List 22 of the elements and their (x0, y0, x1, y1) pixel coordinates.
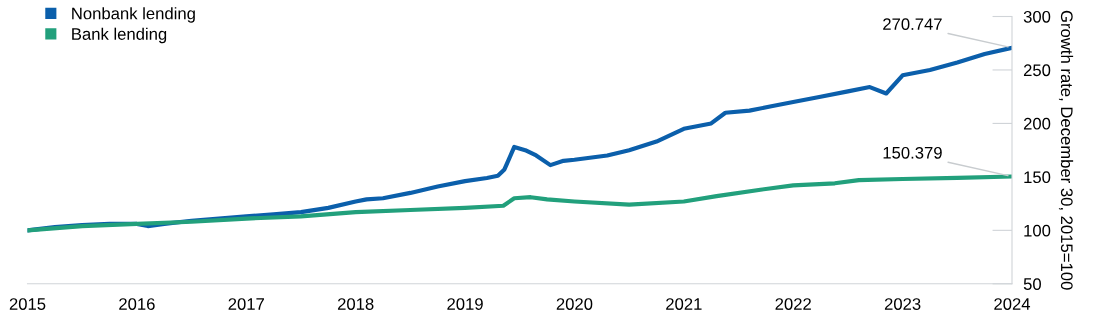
x-tick-label: 2020 (556, 298, 593, 310)
x-tick-label: 2023 (884, 298, 921, 310)
x-tick-label: 2024 (994, 298, 1031, 310)
y-tick-label: 300 (1023, 10, 1051, 23)
x-tick-label: 2022 (775, 298, 811, 310)
y-tick-label: 50 (1023, 278, 1041, 290)
legend-label: Bank lending (72, 27, 167, 44)
annotation: 150.379 (883, 146, 942, 159)
x-tick-label: 2018 (337, 298, 374, 310)
line-series (27, 174, 1012, 233)
y-axis-title: Growth rate, December 30, 2015=100 (1058, 10, 1074, 290)
y-tick-label: 250 (1023, 64, 1051, 77)
y-tick-label: 150 (1024, 171, 1051, 184)
annotation: 270.747 (883, 18, 942, 31)
legend-label: Nonbank lending (72, 7, 195, 23)
x-tick-label: 2015 (9, 298, 46, 310)
x-tick-label: 2021 (666, 298, 702, 310)
y-tick-label: 200 (1023, 117, 1051, 130)
x-tick-label: 2016 (119, 298, 155, 310)
y-tick-label: 100 (1024, 224, 1051, 237)
x-tick-label: 2019 (447, 298, 483, 310)
x-tick-label: 2017 (228, 298, 264, 310)
